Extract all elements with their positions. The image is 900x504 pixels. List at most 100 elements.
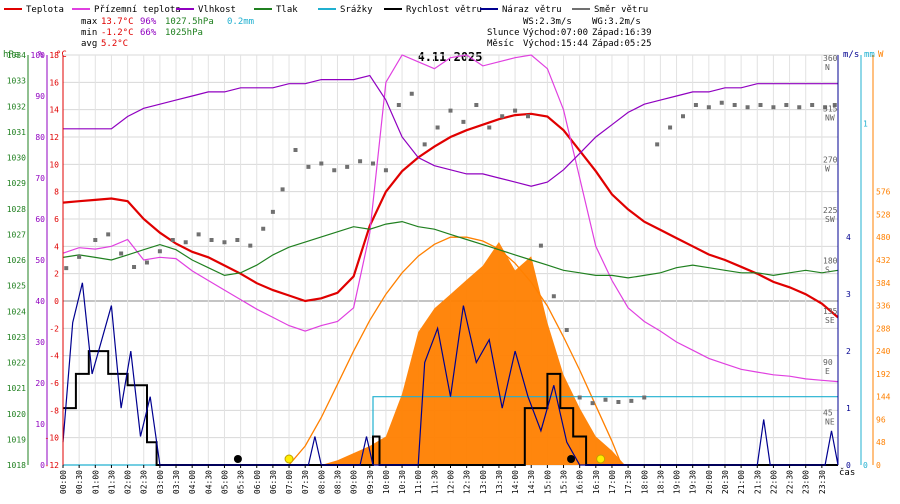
- solar-tick: 48: [876, 438, 886, 447]
- time-tick-label: 09:00: [350, 470, 359, 494]
- temperature-tick: 6: [54, 215, 59, 224]
- time-tick-label: 19:00: [673, 470, 682, 494]
- pressure-tick: 1020: [7, 410, 26, 419]
- time-tick-label: 12:00: [447, 470, 456, 494]
- wind-dir-point: [222, 240, 227, 245]
- pressure-tick: 1028: [7, 205, 26, 214]
- wind-direction: [64, 91, 837, 406]
- wind-dir-point: [616, 400, 621, 404]
- time-tick-label: 13:00: [479, 470, 488, 494]
- wind-dir-point: [261, 226, 266, 231]
- wind-dir-point: [832, 103, 837, 107]
- time-tick-label: 03:30: [172, 470, 181, 494]
- wind-dir-point: [655, 142, 660, 147]
- temperature-tick: -2: [49, 324, 59, 333]
- wind-dir-point: [306, 164, 311, 169]
- temperature-tick: -6: [49, 379, 59, 388]
- wind-dir-point: [248, 243, 253, 248]
- wind-dir-point: [209, 238, 214, 242]
- time-tick-label: 13:30: [495, 470, 504, 494]
- wind-dir-point: [823, 105, 828, 110]
- unit-ms: m/s: [843, 50, 859, 60]
- info-block: WS:2.3m/s WG:3.2m/s Slunce Východ:07:00 …: [487, 17, 652, 49]
- wind-dir-point: [448, 108, 453, 113]
- wind-dir-point: [719, 100, 724, 105]
- time-tick-label: 20:00: [705, 470, 714, 494]
- time-tick-label: 08:30: [333, 470, 342, 494]
- sunrise-marker: [284, 454, 294, 464]
- time-tick-label: 06:00: [253, 470, 262, 494]
- solar-tick: 144: [876, 393, 891, 402]
- info-sun-set: Západ:16:39: [592, 28, 652, 38]
- time-tick-label: 07:00: [285, 470, 294, 494]
- legend-label: Rychlost větru: [406, 5, 482, 15]
- time-tick-label: 15:30: [560, 470, 569, 494]
- stats-max-hum: 96%: [140, 17, 157, 27]
- solar-tick: 288: [876, 324, 891, 333]
- time-tick-label: 20:30: [721, 470, 730, 494]
- wind-dir-tick: 135: [823, 307, 838, 316]
- wind-dir-point: [93, 238, 98, 242]
- moonrise-marker: [567, 455, 576, 463]
- time-tick-label: 05:00: [220, 470, 229, 494]
- wind-speed-tick: 2: [846, 347, 851, 356]
- unit-w: W: [878, 50, 884, 60]
- wind-dir-compass: SE: [825, 316, 835, 325]
- wind-dir-compass: NE: [825, 417, 835, 426]
- solar-tick: 336: [876, 302, 891, 311]
- unit-pct: %: [38, 50, 44, 60]
- wind-dir-point: [461, 119, 466, 124]
- wind-dir-point: [538, 243, 543, 248]
- wind-speed-tick: 1: [846, 404, 851, 413]
- solar-tick: 528: [876, 210, 891, 219]
- wind-dir-point: [797, 105, 802, 110]
- pressure-tick: 1026: [7, 256, 26, 265]
- time-tick-label: 10:00: [382, 470, 391, 494]
- time-tick-label: 23:30: [818, 470, 827, 494]
- pressure-tick: 1027: [7, 230, 26, 239]
- temperature-tick: -4: [49, 352, 59, 361]
- wind-dir-point: [422, 142, 427, 147]
- wind-dir-point: [745, 105, 750, 110]
- wind-dir-tick: 45: [823, 408, 833, 417]
- wind-dir-point: [64, 266, 69, 271]
- wind-dir-point: [784, 103, 789, 107]
- legend-label: Přízemní teplota: [94, 5, 181, 15]
- series-solar-area: [63, 242, 838, 465]
- humidity-tick: 100: [31, 51, 46, 60]
- x-axis-label: čas: [839, 467, 855, 478]
- legend-label: Tlak: [276, 5, 298, 15]
- wind-speed-tick: 3: [846, 290, 851, 299]
- time-tick-label: 12:30: [463, 470, 472, 494]
- pressure-tick: 1029: [7, 179, 26, 188]
- time-tick-label: 10:30: [398, 470, 407, 494]
- time-tick-label: 16:30: [592, 470, 601, 494]
- temperature-tick: 10: [49, 160, 59, 169]
- wind-dir-point: [119, 251, 124, 256]
- pressure-tick: 1018: [7, 461, 26, 470]
- legend-label: Vlhkost: [198, 5, 236, 15]
- series-line-teplota: [62, 112, 839, 319]
- wind-dir-tick: 90: [823, 358, 833, 367]
- wind-dir-point: [500, 114, 505, 119]
- series-lines: [62, 54, 839, 466]
- wind-dir-point: [77, 254, 82, 259]
- wind-dir-point: [144, 260, 149, 265]
- time-tick-label: 17:30: [624, 470, 633, 494]
- humidity-tick: 50: [35, 256, 45, 265]
- unit-mm: mm: [864, 50, 875, 60]
- solar-tick: 432: [876, 256, 891, 265]
- time-tick-label: 21:30: [753, 470, 762, 494]
- time-tick-label: 06:30: [269, 470, 278, 494]
- wind-dir-point: [435, 125, 440, 130]
- wind-dir-point: [157, 249, 162, 254]
- wind-speed-tick: 0: [846, 461, 851, 470]
- rain-tick: 1: [863, 119, 868, 128]
- legend-label: Teplota: [26, 5, 64, 15]
- sun-moon-markers: [233, 454, 606, 464]
- pressure-tick: 1022: [7, 359, 26, 368]
- wind-dir-point: [132, 265, 137, 269]
- wind-dir-point: [371, 161, 375, 166]
- axes: 1018101910201021102210231024102510261027…: [7, 51, 891, 494]
- solar-tick: 192: [876, 370, 891, 379]
